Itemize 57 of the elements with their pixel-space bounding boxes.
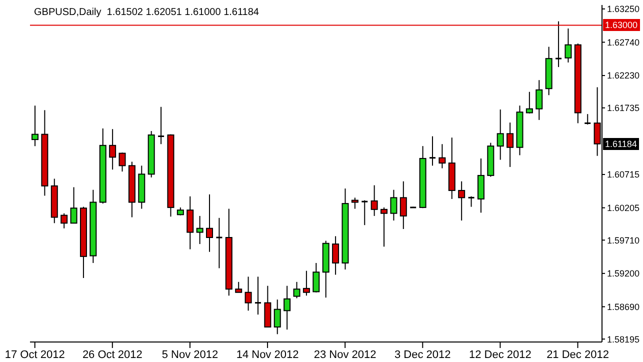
- candlestick: [215, 217, 223, 269]
- y-tick-label: 1.58690: [607, 302, 640, 312]
- y-tick-label: 1.60205: [607, 202, 640, 213]
- candlestick: [60, 212, 68, 229]
- candlestick: [564, 28, 572, 63]
- candlestick: [186, 196, 194, 250]
- y-tick-label: 1.58195: [607, 334, 640, 344]
- candlestick: [254, 276, 262, 316]
- candlestick: [109, 128, 116, 170]
- candlestick: [584, 114, 592, 126]
- chart-title: GBPUSD,Daily 1.61502 1.62051 1.61000 1.61184: [34, 7, 259, 18]
- candlestick: [380, 206, 388, 248]
- candlestick: [477, 158, 484, 214]
- candlestick: [70, 186, 78, 224]
- y-tick-label: 1.63250: [607, 4, 640, 14]
- ref-line-label: 1.63000: [603, 19, 640, 32]
- y-tick-label: 1.60715: [607, 170, 640, 180]
- y-tick-label: 1.59710: [607, 235, 640, 246]
- candlestick: [536, 80, 543, 120]
- candlestick: [196, 215, 204, 245]
- candlestick: [360, 200, 368, 226]
- x-tick-label: 5 Nov 2012: [162, 348, 218, 361]
- y-tick-label: 1.59200: [607, 268, 640, 279]
- candlestick: [332, 236, 340, 276]
- candlestick: [370, 184, 378, 216]
- annotation: 1.61184: [603, 138, 639, 150]
- candlestick: [526, 91, 533, 114]
- candlestick: [235, 281, 242, 293]
- candlestick: [157, 106, 165, 145]
- y-tick-label: 1.61735: [607, 103, 640, 114]
- candlestick: [32, 105, 38, 147]
- candlestick: [390, 189, 398, 222]
- candlestick: [438, 144, 446, 169]
- candlestick: [458, 180, 466, 222]
- x-tick-label: 23 Nov 2012: [314, 348, 376, 361]
- candlestick: [206, 194, 214, 252]
- candlestick: [302, 270, 310, 296]
- candlestick: [312, 262, 320, 293]
- x-tick-label: 12 Dec 2012: [469, 348, 532, 361]
- candlestick: [293, 281, 300, 299]
- candlestick: [118, 152, 126, 172]
- candlestick: [554, 20, 562, 68]
- x-tick-label: 26 Oct 2012: [82, 348, 142, 361]
- candlestick: [400, 180, 407, 230]
- candlestick: [274, 299, 281, 335]
- x-tick-label: 14 Nov 2012: [236, 348, 299, 361]
- y-tick-label: 1.62740: [607, 37, 640, 48]
- candlestick: [506, 122, 514, 168]
- x-tick-label: 21 Dec 2012: [546, 348, 609, 361]
- candlestick: [428, 136, 436, 166]
- y-tick-label: 1.62230: [607, 70, 640, 81]
- candlestick: [244, 276, 252, 312]
- candlestick: [468, 196, 476, 208]
- x-tick-label: 17 Oct 2012: [4, 348, 65, 361]
- candlestick: [496, 108, 504, 160]
- candlestick: [284, 285, 291, 330]
- x-tick-label: 3 Dec 2012: [394, 348, 451, 361]
